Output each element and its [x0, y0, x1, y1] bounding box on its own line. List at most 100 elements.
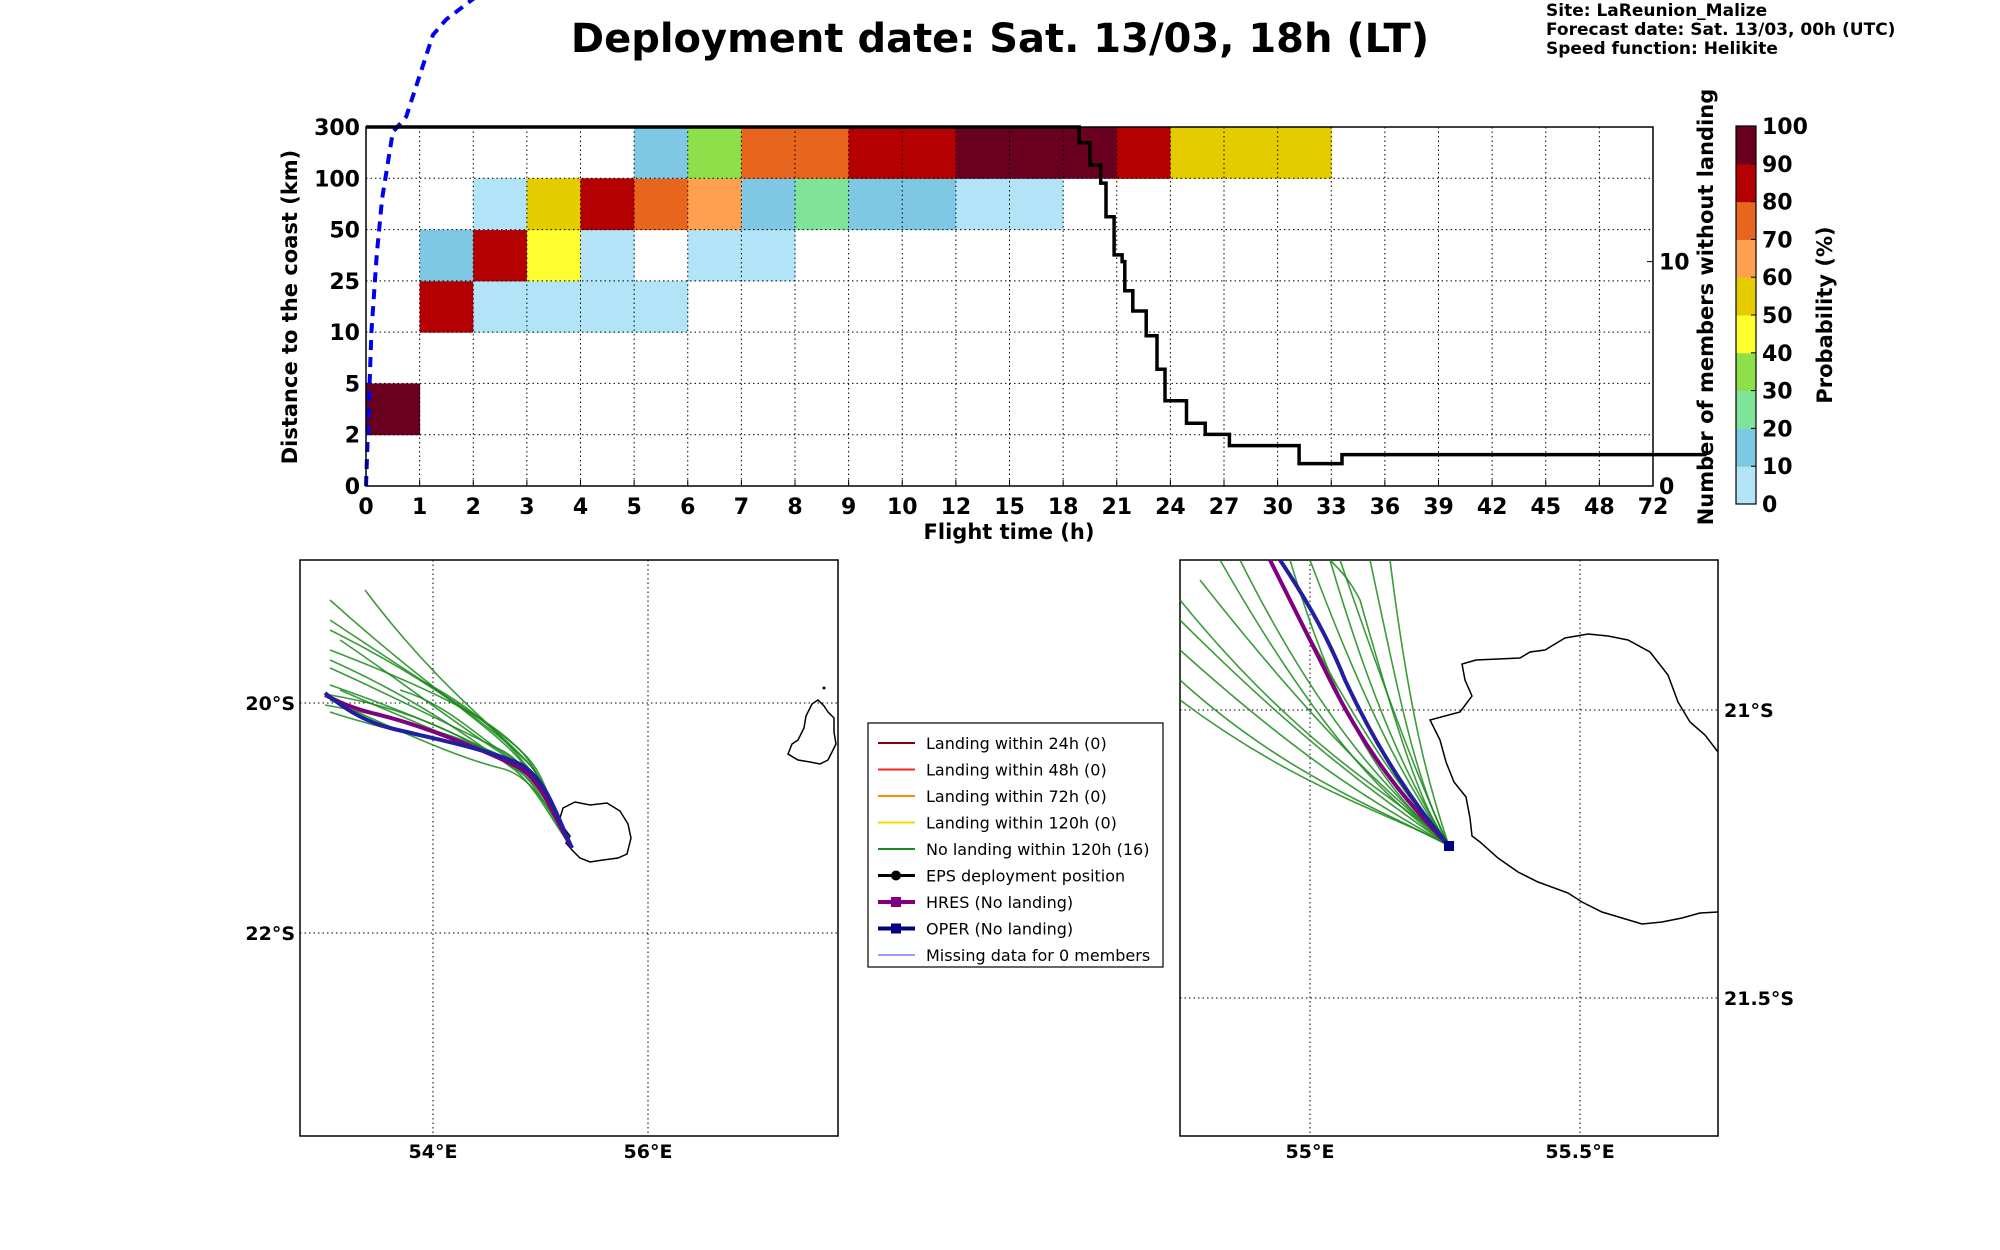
map-left: 54°E 56°E 20°S 22°S	[245, 559, 839, 1163]
legend-label: OPER (No landing)	[926, 920, 1073, 939]
x-tick-label: 21	[1101, 495, 1132, 520]
oper-track	[1278, 558, 1451, 848]
heatmap-cell	[741, 127, 796, 179]
map-right-lon-label: 55°E	[1286, 1141, 1335, 1163]
colorbar-swatch	[1736, 163, 1756, 203]
x-tick-label: 33	[1316, 495, 1347, 520]
speed-function-label: Speed function: Helikite	[1546, 39, 1778, 59]
legend-label: Landing within 48h (0)	[926, 761, 1107, 780]
heatmap-cell	[848, 178, 903, 231]
colorbar-tick-label: 70	[1762, 228, 1793, 253]
heatmap-cell	[1277, 127, 1332, 179]
y2-axis-label: Number of members without landing	[1694, 89, 1718, 526]
heatmap-cell	[580, 280, 635, 333]
colorbar-tick-label: 100	[1762, 115, 1808, 140]
heatmap-cell	[687, 127, 742, 179]
heatmap-cell	[848, 127, 903, 179]
map-right-lat-label: 21°S	[1724, 700, 1774, 722]
x-tick-label: 2	[466, 495, 481, 520]
hres-track	[1268, 559, 1451, 848]
colorbar-tick-label: 40	[1762, 342, 1793, 367]
ensemble-track	[1179, 619, 1450, 847]
figure-title: Deployment date: Sat. 13/03, 18h (LT)	[570, 16, 1430, 62]
legend-label: Landing within 24h (0)	[926, 734, 1107, 753]
x-tick-label: 9	[841, 495, 856, 520]
reunion-island-outline	[1428, 633, 1719, 925]
colorbar-tick-label: 60	[1762, 266, 1793, 291]
oper-track	[323, 691, 574, 849]
colorbar-tick-label: 30	[1762, 380, 1793, 405]
heatmap-curves	[364, 0, 1707, 487]
colorbar-tick-label: 50	[1762, 304, 1793, 329]
colorbar-tick-label: 10	[1762, 455, 1793, 480]
ensemble-track	[1389, 559, 1450, 847]
legend-label: Landing within 120h (0)	[926, 814, 1117, 833]
heatmap-cell	[795, 127, 850, 179]
map-right-lat-label: 21.5°S	[1724, 988, 1794, 1010]
x-tick-label: 0	[358, 495, 373, 520]
map-left-frame	[299, 559, 839, 1137]
colorbar-swatch	[1736, 390, 1756, 429]
colorbar-tick-label: 80	[1762, 191, 1793, 216]
colorbar-swatch	[1736, 352, 1756, 392]
y-axis-label: Distance to the coast (km)	[278, 150, 302, 465]
map-left-lon-label: 56°E	[624, 1141, 673, 1163]
legend-label: EPS deployment position	[926, 867, 1125, 886]
heatmap-cell	[366, 383, 421, 436]
y2-tick-label: 0	[1659, 475, 1674, 500]
heatmap-cell	[1009, 178, 1064, 231]
heatmap-cell	[1224, 127, 1279, 179]
y-tick-label: 50	[329, 219, 360, 244]
ensemble-track	[1329, 559, 1450, 847]
colorbar-swatch	[1736, 126, 1756, 165]
map-left-tracks	[323, 589, 574, 850]
legend-label: No landing within 120h (16)	[926, 840, 1149, 859]
x-tick-labels: 0 1 2 3 4 5 6 7 8 9 10 12 15 18 21 24 27 30 33 36 39 42 45 48 72	[358, 480, 1668, 520]
y-tick-label: 5	[345, 372, 360, 397]
colorbar-tick-label: 90	[1762, 153, 1793, 178]
x-tick-label: 3	[519, 495, 534, 520]
heatmap-cell	[580, 178, 635, 231]
site-label: Site: LaReunion_Malize	[1546, 1, 1768, 21]
x-tick-label: 15	[994, 495, 1025, 520]
colorbar: 0 10 20 30 40 50 60 70 80 90 100 Probability (%)	[1735, 115, 1837, 518]
map-left-lat-label: 22°S	[245, 923, 295, 945]
islet-dot	[822, 686, 826, 690]
x-axis-label: Flight time (h)	[924, 520, 1095, 544]
mauritius-island-outline	[787, 699, 837, 765]
forecast-date-label: Forecast date: Sat. 13/03, 00h (UTC)	[1546, 20, 1896, 40]
x-tick-label: 6	[680, 495, 695, 520]
heatmap-cell	[473, 178, 528, 231]
legend-marker	[891, 923, 901, 934]
legend-label: Landing within 72h (0)	[926, 787, 1107, 806]
heatmap-cell	[634, 280, 689, 333]
map-right-tracks	[1179, 558, 1451, 848]
heatmap-cell	[741, 178, 796, 231]
ensemble-track	[1179, 679, 1450, 847]
x-tick-label: 5	[626, 495, 641, 520]
x-tick-label: 42	[1477, 495, 1508, 520]
colorbar-swatch	[1736, 466, 1756, 505]
heatmap-cell	[902, 178, 957, 231]
legend: Landing within 24h (0) Landing within 48h…	[867, 722, 1164, 968]
y2-tick-label: 10	[1659, 251, 1690, 276]
x-tick-label: 12	[941, 495, 972, 520]
y-tick-label: 10	[329, 321, 360, 346]
heatmap-cell	[1116, 127, 1171, 179]
heatmap-cell	[419, 280, 474, 333]
map-right-lon-label: 55.5°E	[1545, 1141, 1614, 1163]
heatmap-cell	[1170, 127, 1225, 179]
colorbar-label: Probability (%)	[1813, 226, 1837, 403]
y-tick-label: 2	[345, 424, 360, 449]
colorbar-swatch	[1736, 428, 1756, 467]
heatmap-grid	[366, 127, 1653, 486]
colorbar-swatch	[1736, 277, 1756, 316]
heatmap-cell	[741, 229, 796, 282]
x-tick-label: 7	[734, 495, 749, 520]
y-tick-label: 300	[314, 116, 360, 141]
heatmap-cell	[795, 178, 850, 231]
heatmap-cell	[526, 178, 581, 231]
heatmap-cell	[473, 229, 528, 282]
